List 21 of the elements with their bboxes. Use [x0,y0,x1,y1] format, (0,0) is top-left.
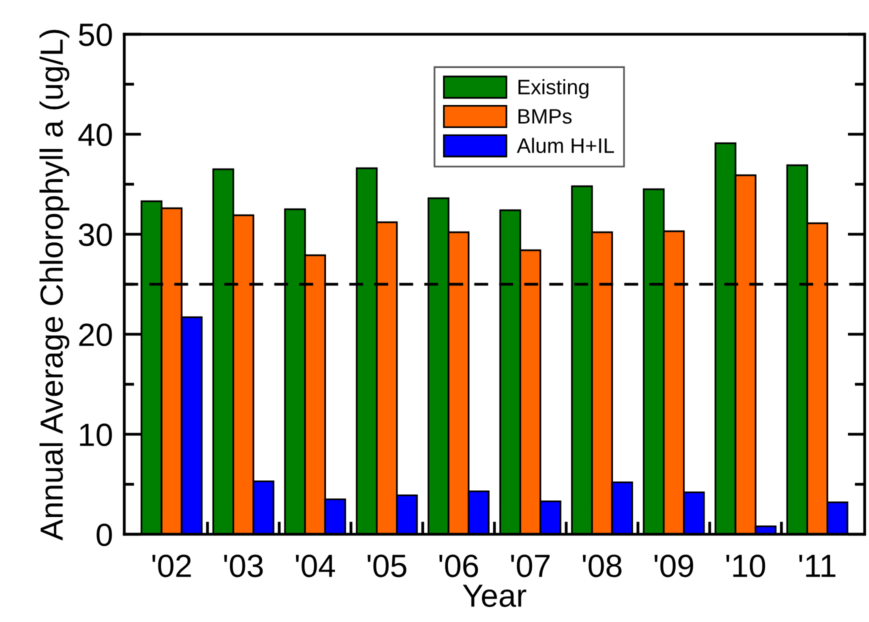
legend-label: Alum H+IL [516,138,614,154]
y-axis-title: Annual Average Chlorophyll a (ug/L) [40,30,70,540]
x-tick-label: '06 [439,554,478,578]
x-tick-label: '11 [799,554,836,577]
y-tick-label: 50 [78,23,112,46]
x-tick-label: '10 [726,554,766,578]
y-tick-label: 10 [80,424,112,446]
x-tick-label: '05 [368,554,406,578]
x-tick-label: '08 [582,554,622,578]
y-tick-label: 30 [78,224,112,246]
y-tick-label: 20 [79,324,112,346]
x-tick-label: '09 [654,554,694,578]
x-tick-label: '03 [224,554,263,578]
x-tick-label: '04 [296,554,335,578]
y-tick-label: 0 [96,524,112,546]
y-tick-label: 40 [78,123,112,146]
x-tick-label: '07 [511,554,550,578]
legend-label: Existing [518,79,588,99]
legend-label: BMPs [518,109,572,124]
x-axis-title: Year [462,584,526,607]
x-tick-label: '02 [152,554,191,578]
